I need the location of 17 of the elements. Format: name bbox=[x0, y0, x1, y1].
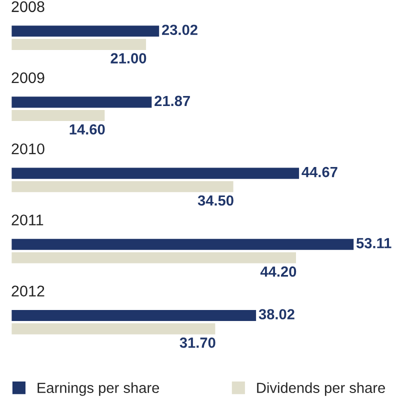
legend-label: Earnings per share bbox=[38, 382, 160, 396]
data-label: 44.67 bbox=[302, 166, 338, 178]
y-tick-label: 2008 bbox=[12, 1, 44, 12]
legend-label: Dividends per share bbox=[257, 382, 385, 396]
y-tick-label: 2012 bbox=[12, 286, 44, 296]
data-label: 34.50 bbox=[198, 195, 234, 206]
y-tick-label: 2009 bbox=[12, 72, 44, 84]
data-label: 21.87 bbox=[154, 96, 190, 106]
data-label: 53.11 bbox=[356, 238, 392, 248]
data-label: 38.02 bbox=[258, 309, 294, 320]
data-label: 14.60 bbox=[70, 124, 105, 135]
data-label: 44.20 bbox=[260, 266, 296, 277]
y-tick-label: 2011 bbox=[12, 214, 44, 226]
data-label: 31.70 bbox=[180, 338, 216, 348]
data-label: 23.02 bbox=[162, 24, 198, 36]
data-label: 21.00 bbox=[110, 53, 146, 64]
y-tick-label: 2010 bbox=[12, 143, 44, 154]
